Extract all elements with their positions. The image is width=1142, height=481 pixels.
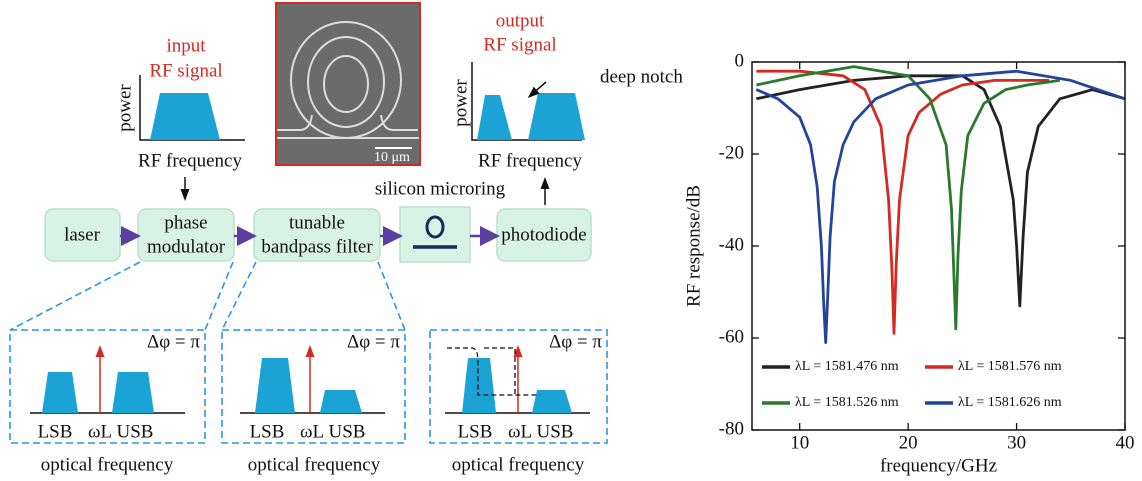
sideband-label: USB bbox=[329, 421, 366, 442]
panel-x-label: optical frequency bbox=[248, 454, 381, 475]
sideband-label: USB bbox=[537, 421, 574, 442]
inset-y-label: power bbox=[114, 84, 135, 132]
diagram: input RF signal power RF frequency 10 μm… bbox=[9, 2, 683, 475]
sideband-label: ωL bbox=[508, 421, 532, 442]
sideband-label: ωL bbox=[88, 421, 112, 442]
panel bbox=[221, 329, 406, 444]
sideband-label: USB bbox=[117, 421, 154, 442]
panel-x-label: optical frequency bbox=[41, 454, 174, 475]
filter-response bbox=[447, 347, 540, 396]
sideband-label: LSB bbox=[38, 421, 73, 442]
zoom-line bbox=[9, 261, 406, 331]
plot-frame bbox=[751, 61, 1126, 431]
microring-label: silicon microring bbox=[375, 178, 506, 199]
sideband-label: LSB bbox=[250, 421, 285, 442]
x-tick-label: 40 bbox=[1116, 432, 1135, 453]
spectrum bbox=[477, 95, 512, 140]
sideband bbox=[532, 390, 572, 413]
legend-label: λL = 1581.626 nm bbox=[958, 395, 1062, 410]
sideband bbox=[462, 358, 496, 413]
phase-label: Δφ = π bbox=[347, 331, 400, 352]
inset-y-label: power bbox=[450, 79, 471, 127]
x-axis-label: frequency/GHz bbox=[880, 455, 997, 476]
legend-label: λL = 1581.526 nm bbox=[795, 395, 899, 410]
node-label: photodiode bbox=[501, 224, 587, 245]
legend-label: λL = 1581.576 nm bbox=[958, 359, 1062, 374]
node-label: bandpass filter bbox=[261, 236, 373, 257]
node-label: modulator bbox=[147, 236, 226, 257]
scale-bar: 10 μm bbox=[374, 150, 410, 165]
sideband-label: ωL bbox=[300, 421, 324, 442]
y-axis-label: RF response/dB bbox=[683, 185, 704, 307]
legend-label: λL = 1581.476 nm bbox=[795, 359, 899, 374]
node-label: tunable bbox=[289, 212, 345, 233]
node-label: laser bbox=[64, 224, 101, 245]
spectrum bbox=[150, 93, 220, 140]
node-label: phase bbox=[164, 212, 207, 233]
sideband bbox=[320, 390, 362, 413]
y-tick-label: -40 bbox=[719, 234, 744, 255]
x-tick-label: 20 bbox=[899, 432, 918, 453]
x-tick-label: 30 bbox=[1007, 432, 1026, 453]
annotation: deep notch bbox=[600, 66, 683, 87]
microring-node bbox=[399, 206, 471, 263]
sideband-label: LSB bbox=[458, 421, 493, 442]
inset-title: output bbox=[496, 10, 545, 31]
x-tick-label: 10 bbox=[790, 432, 809, 453]
inset-title: RF signal bbox=[149, 60, 222, 81]
sideband bbox=[112, 372, 154, 413]
arrow bbox=[527, 81, 547, 98]
y-tick-label: -80 bbox=[719, 418, 744, 439]
chart: -80 -60 -40 -20 0 10 20 30 40 λL = 1581.476 nm λL … bbox=[683, 50, 1134, 476]
phase-label: Δφ = π bbox=[549, 331, 602, 352]
y-tick-label: 0 bbox=[735, 50, 745, 71]
panel bbox=[429, 329, 608, 444]
series-line bbox=[756, 69, 1050, 335]
sideband bbox=[255, 358, 295, 413]
ring-icon bbox=[425, 215, 445, 239]
phase-label: Δφ = π bbox=[147, 331, 200, 352]
series-line bbox=[756, 65, 1061, 331]
series-line bbox=[756, 74, 1126, 308]
inset-x-label: RF frequency bbox=[138, 150, 242, 171]
inset-title: RF signal bbox=[483, 34, 556, 55]
micrograph: 10 μm bbox=[275, 2, 421, 166]
panel-x-label: optical frequency bbox=[452, 454, 585, 475]
inset-title: input bbox=[166, 35, 206, 56]
y-tick-label: -20 bbox=[719, 142, 744, 163]
spectrum bbox=[528, 93, 585, 140]
inset-x-label: RF frequency bbox=[478, 150, 582, 171]
sideband bbox=[42, 372, 78, 413]
y-tick-label: -60 bbox=[719, 326, 744, 347]
series-line bbox=[755, 69, 1126, 344]
